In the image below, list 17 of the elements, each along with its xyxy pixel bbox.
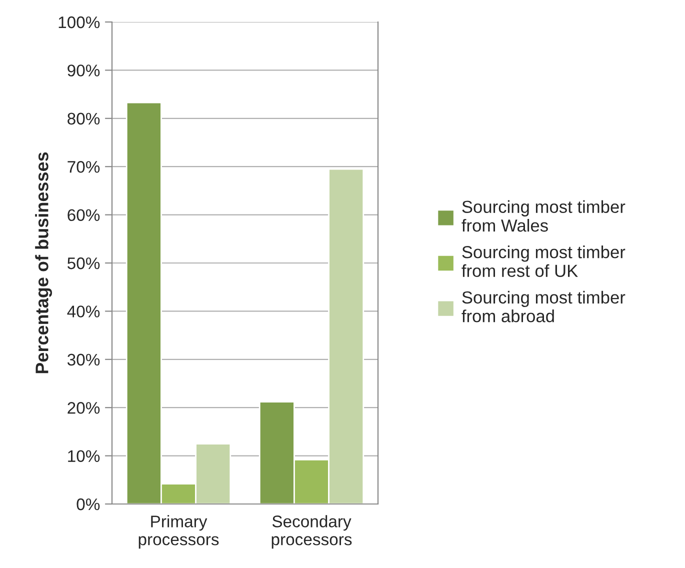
y-tick-label: 0% [76,498,100,510]
x-tick-label: Primary processors [138,515,219,549]
legend-label: Sourcing most timber from rest of UK [462,246,626,278]
legend-label: Sourcing most timber from abroad [462,290,626,322]
y-tick-label: 20% [68,402,100,414]
y-tick-label: 90% [68,64,100,76]
y-tick-label: 40% [67,306,100,318]
y-tick-label: 30% [67,354,100,366]
y-tick-label: 100% [58,16,100,28]
y-tick-label: 10% [68,450,100,462]
y-axis-title: Percentage of businesses [35,152,52,374]
x-tick-label: Secondary processors [272,515,352,549]
y-tick-label: 50% [68,257,100,270]
y-tick-label: 60% [68,209,100,222]
y-tick-label: 80% [68,112,100,125]
y-tick-label: 70% [68,161,100,173]
legend-label: Sourcing most timber from Wales [462,200,626,232]
